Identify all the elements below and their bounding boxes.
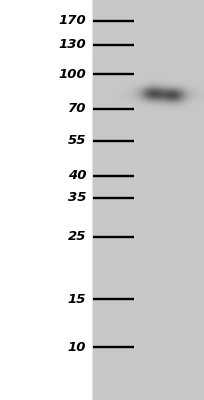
Text: 100: 100	[58, 68, 86, 80]
Text: 130: 130	[58, 38, 86, 51]
Text: 25: 25	[67, 230, 86, 243]
Text: 70: 70	[67, 102, 86, 115]
Text: 55: 55	[67, 134, 86, 147]
Text: 170: 170	[58, 14, 86, 27]
Text: 15: 15	[67, 293, 86, 306]
Text: 40: 40	[67, 170, 86, 182]
Text: 10: 10	[67, 341, 86, 354]
Text: 35: 35	[67, 191, 86, 204]
